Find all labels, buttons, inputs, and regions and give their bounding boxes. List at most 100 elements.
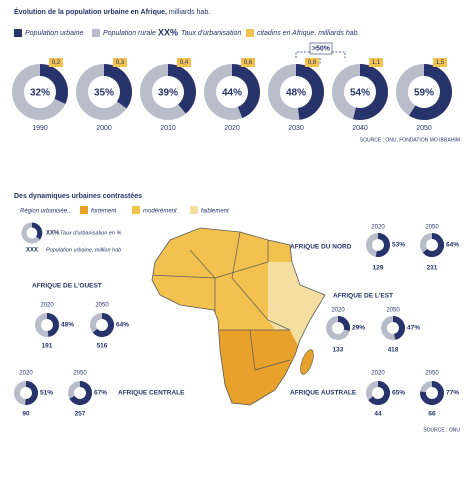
year-label: 2000 <box>96 125 112 132</box>
region-name: AFRIQUE DE L'OUEST <box>32 283 102 290</box>
legend-label: modérément <box>143 209 177 215</box>
pop-label: 231 <box>427 265 438 272</box>
donut-arc <box>375 233 390 257</box>
pop-label: 133 <box>333 347 344 354</box>
citadins-box <box>433 58 447 67</box>
donut-arc <box>167 64 196 114</box>
pop-label: 191 <box>42 343 53 350</box>
donut-arc <box>420 381 444 405</box>
annotation-bracket <box>295 51 346 64</box>
year-label: 2020 <box>371 225 385 231</box>
legend-label: citadins en Afrique, milliards hab. <box>257 30 360 37</box>
donut-arc <box>103 64 132 109</box>
rate-label: 64% <box>116 322 129 329</box>
pop-label: 44 <box>374 411 382 418</box>
year-label: 2050 <box>73 371 87 377</box>
citadins-label: 1,1 <box>372 60 381 66</box>
region-name: AFRIQUE DU NORD <box>290 244 352 251</box>
pop-label: 257 <box>75 411 86 418</box>
title-main: Évolution de la population urbaine en Af… <box>14 7 167 16</box>
legend-label: Population rurale <box>103 30 156 37</box>
donut-arc <box>25 381 38 405</box>
key-label: XXX <box>26 248 38 254</box>
year-label: 2050 <box>416 125 432 132</box>
year-label: 2050 <box>425 225 439 231</box>
citadins-label: 0,2 <box>52 60 61 66</box>
rate-label: 51% <box>40 390 53 397</box>
donut-arc <box>46 313 59 337</box>
source: SOURCE : ONU <box>423 427 460 433</box>
legend-label: Région urbanisée... <box>20 209 72 215</box>
year-label: 1990 <box>32 125 48 132</box>
source: SOURCE : ONU, FONDATION MO IBRAHIM <box>360 137 460 143</box>
citadins-box <box>241 58 255 67</box>
citadins-label: 0,6 <box>244 60 253 66</box>
rate-label: 44% <box>222 88 242 99</box>
year-label: 2020 <box>224 125 240 132</box>
citadins-label: 0,3 <box>116 60 125 66</box>
rate-label: 35% <box>94 88 114 99</box>
donut-arc <box>39 64 68 104</box>
year-label: 2040 <box>352 125 368 132</box>
top-title: Évolution de la population urbaine en Af… <box>14 7 210 16</box>
legend-swatch <box>246 29 254 37</box>
year-label: 2020 <box>371 371 385 377</box>
year-label: 2010 <box>160 125 176 132</box>
rate-label: 47% <box>407 325 420 332</box>
annotation: >50% <box>312 45 331 52</box>
citadins-box <box>305 58 319 67</box>
year-label: 2020 <box>40 303 54 309</box>
donut-arc <box>422 233 444 257</box>
legend-label: Taux d'urbanisation <box>181 30 241 37</box>
annotation-box <box>309 42 333 55</box>
rate-label: 59% <box>414 88 434 99</box>
legend-label: faiblement <box>201 209 229 215</box>
year-label: 2020 <box>19 371 33 377</box>
citadins-box <box>49 58 63 67</box>
donut-arc <box>392 316 405 340</box>
pop-label: 66 <box>428 411 436 418</box>
year-label: 2050 <box>425 371 439 377</box>
title-unit: milliards hab. <box>169 9 210 16</box>
key-label: Taux d'urbanisation en % <box>60 230 121 236</box>
legend-swatch <box>132 206 140 214</box>
legend-swatch <box>190 206 198 214</box>
donut-arc <box>368 381 390 405</box>
madagascar <box>300 349 314 375</box>
legend-label: fortement <box>91 209 117 215</box>
donut-arc <box>409 64 452 120</box>
citadins-box <box>113 58 127 67</box>
donut-arc <box>92 313 114 337</box>
rate-label: 77% <box>446 390 459 397</box>
year-label: 2030 <box>288 125 304 132</box>
pop-label: 129 <box>373 265 384 272</box>
key-donut-arc <box>31 222 43 240</box>
donut-arc <box>337 316 350 331</box>
legend-swatch <box>80 206 88 214</box>
legend-label: Population urbaine <box>25 30 83 37</box>
rate-label: 29% <box>352 325 365 332</box>
section-title: Des dynamiques urbaines contrastées <box>14 193 142 200</box>
rate-label: 67% <box>94 390 107 397</box>
coastline <box>151 227 326 406</box>
year-label: 2050 <box>386 308 400 314</box>
border <box>152 231 291 371</box>
key-label: XX% <box>46 231 60 237</box>
rate-label: 64% <box>446 242 459 249</box>
region-name: AFRIQUE CENTRALE <box>118 390 185 397</box>
rate-label: 65% <box>392 390 405 397</box>
rate-label: 32% <box>30 88 50 99</box>
pop-label: 516 <box>97 343 108 350</box>
pop-label: 418 <box>388 347 399 354</box>
citadins-box <box>177 58 191 67</box>
citadins-box <box>369 58 383 67</box>
key-label: Population urbaine, million hab <box>46 247 121 253</box>
citadins-label: 1,5 <box>436 60 445 66</box>
citadins-label: 0,8 <box>308 60 317 66</box>
pop-label: 90 <box>22 411 30 418</box>
rate-label: 48% <box>61 322 74 329</box>
region-name: AFRIQUE AUSTRALE <box>290 390 357 397</box>
citadins-label: 0,4 <box>180 60 189 66</box>
year-label: 2050 <box>95 303 109 309</box>
